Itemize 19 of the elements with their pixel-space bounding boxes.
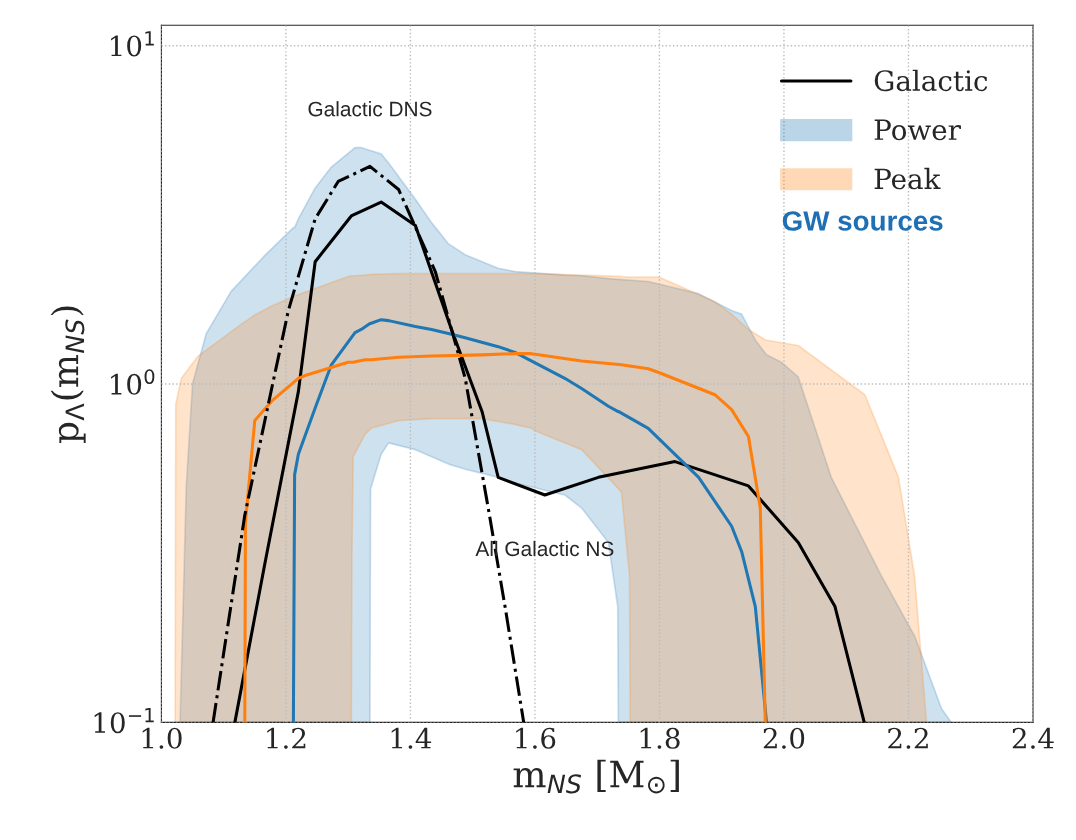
y-tick-label: 10$^{1}$	[111, 31, 154, 57]
x-tick-label: 2.4	[1012, 727, 1054, 749]
x-tick-label: 1.6	[516, 727, 556, 749]
annotation: All Galactic NS	[475, 540, 614, 557]
x-tick-label: 1.4	[391, 727, 432, 749]
legend-label: Power	[874, 119, 961, 141]
x-axis-title: m$_{NS}$ [M$_{⊙}$]	[513, 759, 679, 794]
line-series	[243, 352, 767, 723]
legend-label: Peak	[874, 167, 941, 190]
line-series	[291, 318, 769, 723]
x-tick-label: 1.2	[267, 727, 306, 749]
x-tick-label: 2.0	[763, 727, 805, 749]
legend-label: Galactic	[874, 69, 988, 92]
annotation: Galactic DNS	[308, 101, 432, 117]
annotation: GW sources	[782, 211, 943, 231]
y-axis-title: p$_{Λ}$(m$_{NS}$)	[50, 306, 86, 443]
x-tick-label: 2.2	[888, 727, 928, 749]
y-tick-label: 10$^{0}$	[111, 369, 155, 395]
x-tick-label: 1.8	[640, 727, 680, 749]
